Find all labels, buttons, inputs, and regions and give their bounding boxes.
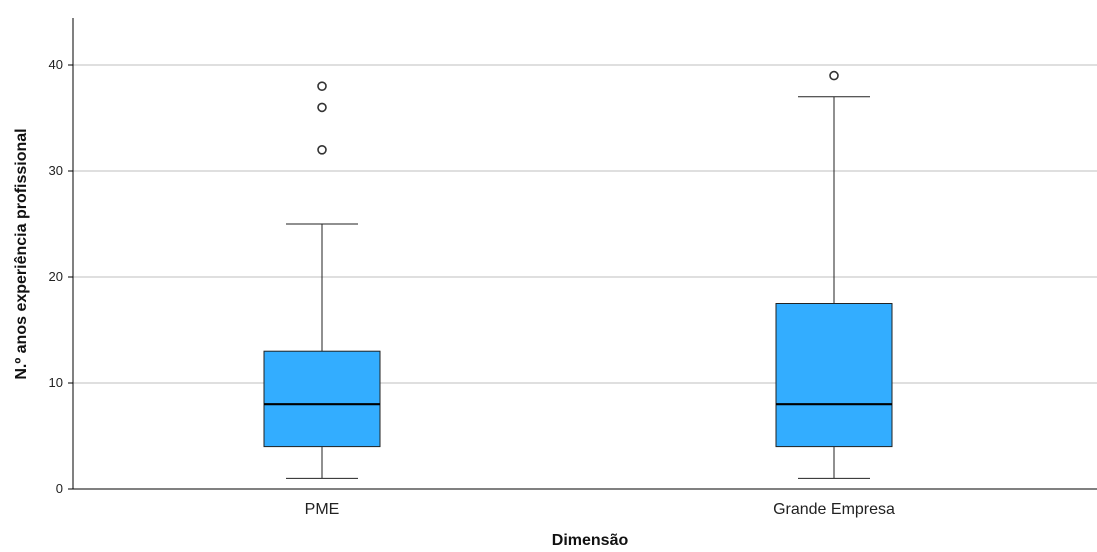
iqr-box [775,303,893,448]
y-tick-label: 40 [49,57,63,72]
y-tick-label: 20 [49,269,63,284]
boxes [263,70,893,479]
x-tick-label: Grande Empresa [773,501,895,518]
y-tick-label: 30 [49,163,63,178]
outlier-point [317,102,327,113]
outlier-point [829,70,839,81]
y-tick-label: 10 [49,375,63,390]
x-tick-labels: PME Grande Empresa [305,501,895,518]
y-tick-label: 0 [56,481,63,496]
outlier-point [317,145,327,155]
box-group-2 [775,70,893,479]
y-axis-title: N.º anos experiência profissional [13,128,30,379]
y-tick-labels: 0 10 20 30 40 [49,57,73,496]
outlier-point [317,81,327,91]
iqr-box [263,350,381,448]
x-axis-title: Dimensão [552,532,629,549]
axes [72,18,1097,490]
box-group-1 [263,81,381,479]
gridlines [73,64,1097,384]
x-tick-label: PME [305,501,340,518]
